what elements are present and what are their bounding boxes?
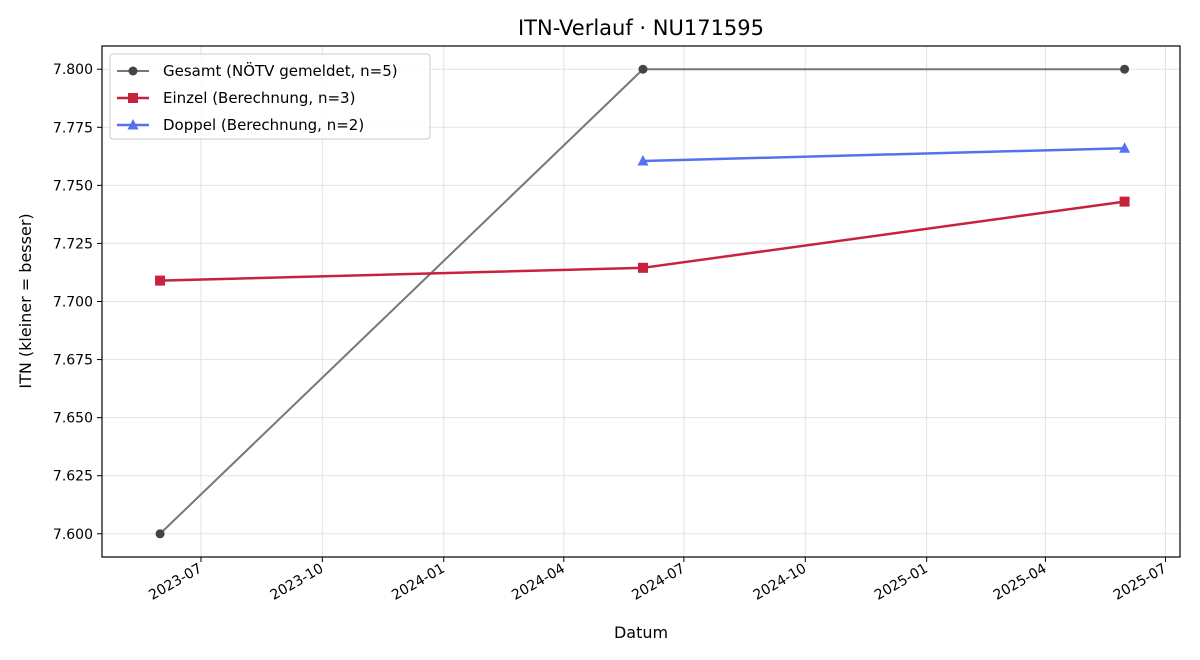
y-tick-label: 7.700: [53, 295, 93, 311]
legend-label: Doppel (Berechnung, n=2): [163, 116, 364, 134]
y-axis-label: ITN (kleiner = besser): [16, 213, 35, 388]
data-point: [637, 262, 648, 273]
data-point: [638, 64, 648, 74]
x-tick-label: 2024-04: [509, 561, 568, 604]
x-tick-label: 2024-07: [629, 561, 688, 604]
x-tick-label: 2023-07: [146, 561, 205, 604]
legend-box: [109, 53, 431, 140]
y-tick-label: 7.675: [53, 353, 93, 369]
legend-entry: Doppel (Berechnung, n=2): [117, 116, 364, 134]
x-axis: 2023-07 2023-10 2024-01 2024-04 2024-07 2024-…: [146, 557, 1169, 604]
data-point: [155, 529, 165, 539]
legend-entry: Einzel (Berechnung, n=3): [117, 89, 355, 107]
series-1: [155, 196, 1130, 286]
data-point: [637, 154, 649, 166]
y-tick-label: 7.600: [53, 527, 93, 543]
x-tick-label: 2024-10: [751, 561, 810, 604]
legend-marker: [128, 66, 138, 76]
data-point: [1119, 196, 1130, 207]
x-tick-label: 2023-10: [268, 561, 327, 604]
y-tick-label: 7.750: [53, 178, 93, 194]
x-axis-label: Datum: [614, 623, 668, 642]
y-tick-label: 7.775: [53, 120, 93, 136]
x-tick-label: 2025-07: [1111, 561, 1170, 604]
legend-label: Gesamt (NÖTV gemeldet, n=5): [163, 61, 398, 80]
data-point: [155, 275, 166, 286]
series-layer: [155, 64, 1131, 539]
y-tick-label: 7.725: [53, 236, 93, 252]
legend: Gesamt (NÖTV gemeldet, n=5) Einzel (Berec…: [109, 53, 431, 140]
x-tick-label: 2025-01: [872, 561, 931, 604]
legend-marker: [127, 119, 139, 130]
y-tick-label: 7.800: [53, 62, 93, 78]
data-point: [1119, 142, 1131, 153]
y-tick-label: 7.650: [53, 411, 93, 427]
legend-marker: [128, 93, 138, 103]
x-tick-label: 2024-01: [389, 561, 448, 604]
series-2: [637, 142, 1131, 166]
series-line: [642, 146, 1125, 163]
y-tick-label: 7.625: [53, 469, 93, 485]
legend-label: Einzel (Berechnung, n=3): [163, 89, 355, 107]
x-tick-label: 2025-04: [991, 561, 1050, 604]
y-axis: 7.600 7.625 7.650 7.675 7.700 7.725 7.750 7.775…: [53, 62, 102, 543]
legend-entry: Gesamt (NÖTV gemeldet, n=5): [117, 61, 398, 80]
data-point: [1120, 64, 1130, 74]
series-0: [155, 64, 1130, 539]
chart-title: ITN-Verlauf · NU171595: [518, 16, 764, 40]
